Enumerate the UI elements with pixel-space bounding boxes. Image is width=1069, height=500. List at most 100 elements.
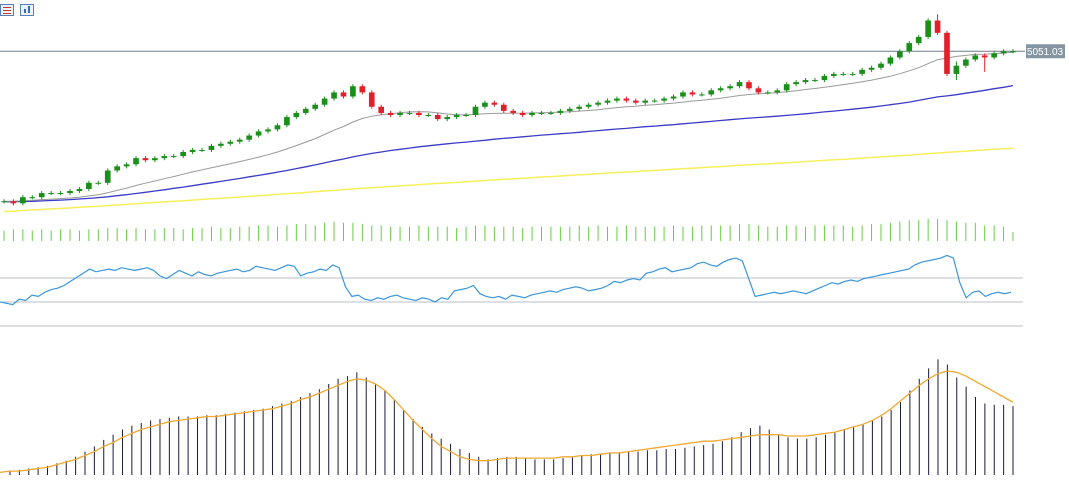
candle-body [180, 151, 186, 157]
candle-body [944, 32, 950, 74]
candle-body [368, 92, 375, 107]
candle-body [29, 197, 36, 199]
candle-body [519, 112, 526, 115]
candle-body [378, 106, 385, 113]
candle-body [472, 106, 479, 115]
candle-body [604, 100, 611, 103]
candle-body [821, 75, 828, 81]
candle-body [680, 92, 686, 97]
candle-body [406, 112, 413, 114]
candle-body [293, 112, 300, 118]
candle-body [548, 112, 554, 114]
mid-ma-line [4, 84, 1014, 203]
candle-body [670, 96, 677, 99]
table-line [3, 13, 11, 14]
candle-body [434, 115, 441, 120]
candle-body [812, 80, 818, 82]
candle-body [585, 104, 592, 107]
candle-body [104, 170, 111, 183]
candle-body [717, 88, 724, 91]
candle-body [152, 158, 158, 161]
data-table-icon[interactable] [0, 4, 14, 16]
candle-body [963, 59, 969, 66]
candle-body [915, 36, 922, 44]
candle-body [557, 110, 564, 113]
candle-body [350, 86, 356, 97]
candle-body [133, 158, 139, 165]
candle-body [764, 92, 771, 94]
candle-body [48, 193, 54, 195]
candle-body [161, 156, 168, 159]
candle-body [20, 197, 26, 204]
candle-body [736, 82, 743, 87]
candle-body [284, 117, 290, 126]
table-line [3, 10, 11, 11]
candle-body [340, 92, 347, 97]
fast-moving-average [4, 51, 1014, 202]
candle-body [529, 112, 535, 115]
last-price-label-bg [1026, 44, 1065, 59]
candle-body [57, 193, 64, 195]
candle-body [576, 106, 583, 109]
candle-body [491, 102, 498, 105]
candle-body [142, 158, 149, 161]
candle-body [255, 131, 262, 136]
candle-body [859, 69, 865, 74]
candle-body [189, 149, 196, 152]
candle-body [566, 108, 573, 111]
candle-body [972, 55, 979, 60]
candle-body [840, 73, 847, 75]
candle-body [38, 193, 45, 198]
candle-body [934, 20, 941, 33]
candle-body [236, 139, 243, 142]
candle-body [623, 98, 630, 101]
candle-body [783, 84, 790, 91]
last-price-label: 5051.03 [1027, 47, 1064, 58]
last-price-marker: 5051.03 [1026, 44, 1065, 59]
candle-body [727, 86, 733, 89]
rsi-panel [0, 254, 1023, 327]
candle-body [227, 141, 234, 144]
macd-panel [0, 359, 1014, 475]
candle-body [170, 156, 177, 158]
candle-body [302, 108, 309, 113]
chart-type-icon[interactable] [20, 4, 34, 16]
candle-body [746, 82, 752, 89]
candle-body [67, 191, 73, 194]
candle-body [500, 104, 507, 111]
rsi-line [0, 254, 1012, 306]
candle-body [482, 102, 488, 107]
candle-body [312, 104, 319, 109]
candle-body [397, 112, 403, 115]
candle-body [444, 117, 451, 120]
candle-body [331, 92, 337, 99]
candle-body [953, 65, 960, 74]
slow-ma-line [3, 147, 1014, 213]
candle-body [689, 92, 696, 95]
candle-body [387, 112, 394, 115]
fast-ma-line [4, 51, 1014, 202]
chart-toolbar [0, 4, 34, 20]
table-line [3, 7, 11, 8]
slow-moving-average [3, 147, 1014, 213]
candle-body [595, 102, 601, 105]
candle-body [538, 112, 545, 114]
candle-body [887, 57, 894, 64]
candle-body [199, 149, 205, 151]
volume-bars [3, 218, 1014, 241]
candle-body [774, 90, 781, 93]
candle-body [661, 98, 667, 101]
candle-body [906, 43, 913, 52]
candle-body [632, 100, 639, 103]
candle-body [208, 145, 215, 150]
candle-body [425, 115, 432, 116]
candle-body [123, 164, 130, 167]
candle-body [925, 20, 931, 37]
candle-body [359, 86, 366, 93]
candle-body [86, 182, 92, 189]
candle-body [642, 100, 649, 103]
candle-body [651, 100, 658, 102]
candle-body [981, 55, 988, 58]
candle-body [453, 115, 460, 118]
